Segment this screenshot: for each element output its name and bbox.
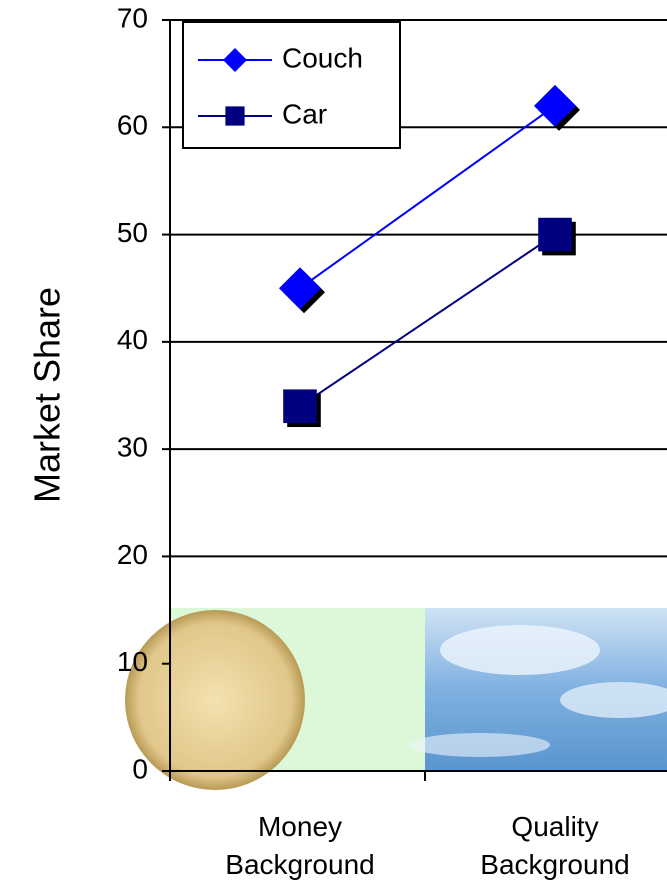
legend-label: Car [282,98,327,129]
marker [534,85,576,127]
y-tick-label: 50 [117,217,148,248]
y-tick-label: 60 [117,110,148,141]
cloud [440,625,600,675]
y-tick-label: 0 [132,753,148,784]
cloud [410,733,550,757]
y-axis-label: Market Share [27,287,68,503]
y-tick-label: 40 [117,324,148,355]
coin [125,610,305,790]
y-tick-label: 30 [117,432,148,463]
chart: Market Share 0 10 20 30 40 50 60 70 Couch Car [0,0,667,895]
background-images [125,608,667,790]
page: Market Share 0 10 20 30 40 50 60 70 Couch Car Mon… [0,0,667,895]
y-tick-label: 10 [117,646,148,677]
marker [538,218,572,252]
y-tick-label: 70 [117,2,148,33]
x-tick-label: Quality Background [455,808,655,884]
marker [283,389,317,423]
marker [225,106,244,125]
x-tick-label: Money Background [200,808,400,884]
y-tick-label: 20 [117,539,148,570]
marker [279,267,321,309]
legend-label: Couch [282,42,363,73]
